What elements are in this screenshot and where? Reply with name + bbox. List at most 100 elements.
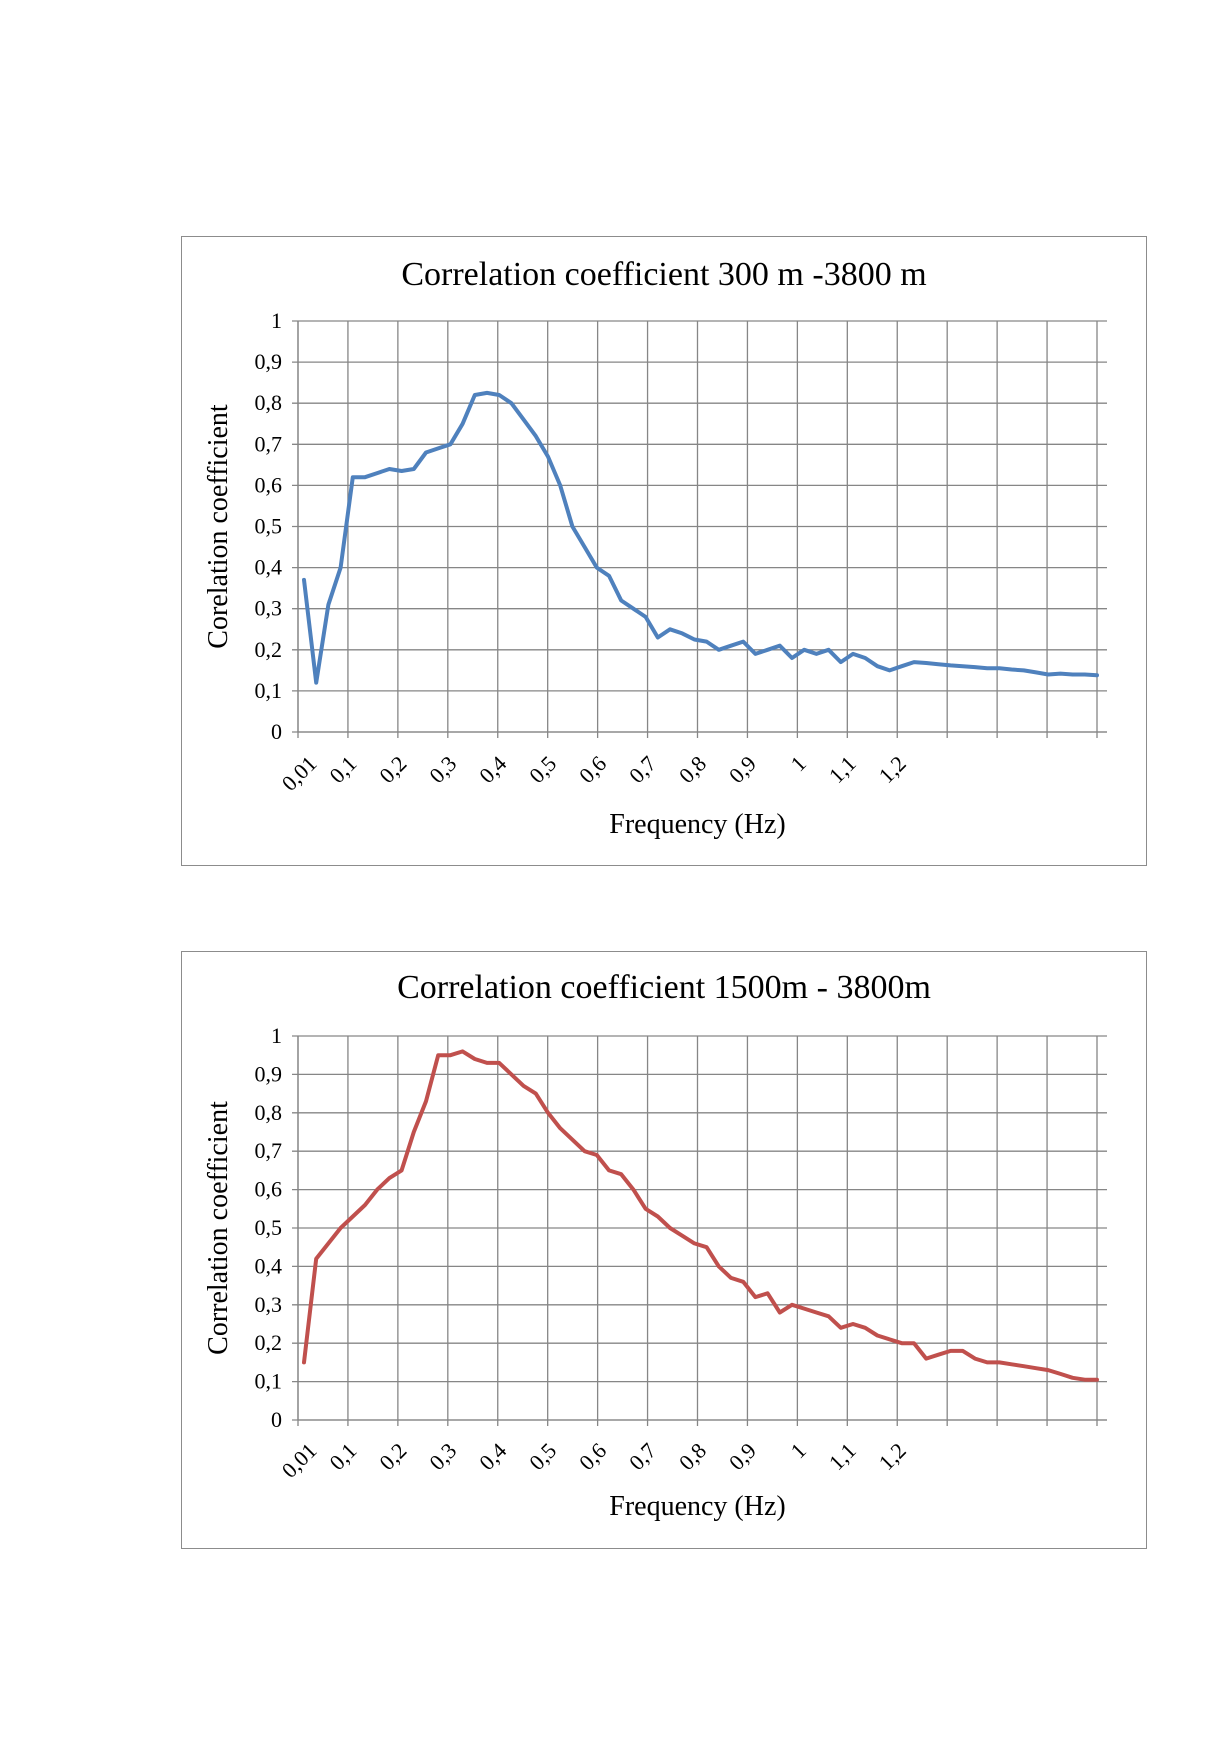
data-point — [864, 1326, 867, 1330]
data-point — [742, 1280, 745, 1283]
chart-1-plot: Correlation coefficient 300 m -3800 m 0 0,… — [203, 256, 1107, 840]
data-point — [973, 665, 977, 669]
data-point — [729, 644, 733, 647]
y-tick-label: 0,7 — [255, 1138, 283, 1163]
data-point — [1083, 1378, 1086, 1381]
data-point — [424, 1100, 428, 1103]
data-point — [559, 484, 562, 487]
data-point — [437, 447, 440, 450]
data-point — [888, 669, 891, 672]
x-tick-label: 0,8 — [674, 751, 711, 788]
x-tick-label: 0,9 — [724, 1438, 761, 1475]
data-point — [888, 1338, 891, 1341]
data-point — [485, 391, 489, 395]
data-point — [315, 1257, 318, 1260]
data-point — [705, 1246, 708, 1249]
data-point — [742, 640, 745, 643]
y-tick-label: 0 — [271, 1407, 282, 1432]
data-point — [534, 1092, 537, 1095]
data-point — [1022, 1365, 1025, 1368]
data-point — [546, 1111, 550, 1114]
y-tick-label: 0,1 — [255, 678, 283, 703]
data-point — [851, 1322, 855, 1326]
x-tick-label: 1,2 — [874, 1438, 911, 1475]
y-tick-label: 0,6 — [255, 472, 283, 497]
data-point — [510, 402, 513, 405]
data-point — [790, 656, 794, 660]
data-point — [998, 1361, 1001, 1364]
y-tick-label: 0,2 — [255, 637, 283, 662]
data-point — [925, 661, 928, 665]
data-point — [949, 1349, 952, 1353]
data-point — [1083, 673, 1086, 676]
x-tick-label: 0,4 — [474, 1438, 511, 1475]
data-point — [424, 451, 428, 454]
data-point — [351, 1215, 354, 1218]
data-point — [412, 467, 415, 471]
data-point — [1010, 668, 1013, 671]
x-tick-label: 0,3 — [424, 751, 461, 788]
data-point — [876, 1334, 879, 1337]
y-tick-label: 1 — [271, 1023, 282, 1048]
x-tick-label: 0,6 — [574, 751, 611, 788]
data-point — [949, 664, 952, 667]
data-point — [1059, 1372, 1062, 1376]
data-point — [583, 1150, 586, 1153]
data-point — [754, 1295, 757, 1299]
data-point — [693, 1242, 696, 1245]
y-tick-label: 0,7 — [255, 431, 283, 456]
x-tick-label: 0,5 — [524, 751, 561, 788]
x-tick-label: 0,9 — [724, 751, 761, 788]
data-point — [876, 665, 879, 668]
data-point — [912, 660, 916, 664]
data-point — [766, 1292, 769, 1295]
data-point — [1095, 674, 1099, 677]
data-point — [473, 393, 476, 397]
x-tick-label: 1 — [785, 1438, 810, 1463]
data-point — [607, 574, 611, 578]
data-point — [351, 475, 354, 479]
x-axis-title: Frequency (Hz) — [609, 809, 785, 840]
y-tick-label: 0,6 — [255, 1177, 283, 1202]
data-point — [973, 1357, 977, 1360]
data-point — [620, 599, 623, 602]
x-tick-label: 0,1 — [324, 1438, 361, 1475]
data-point — [925, 1357, 928, 1360]
x-tick-label: 0,7 — [624, 751, 661, 788]
data-point — [522, 1084, 525, 1088]
data-point — [778, 1311, 781, 1314]
data-point — [571, 525, 574, 528]
data-point — [522, 418, 525, 421]
y-tick-label: 0,3 — [255, 596, 283, 621]
data-point — [1047, 1368, 1050, 1372]
data-point — [937, 662, 940, 666]
y-tick-label: 0,5 — [255, 1215, 283, 1240]
data-point — [1034, 1366, 1038, 1370]
data-point — [693, 638, 696, 641]
data-point — [595, 566, 598, 569]
series-line — [302, 1049, 1099, 1382]
data-point — [363, 1203, 367, 1207]
chart-2-plot: Correlation coefficient 1500m - 3800m 0 0,… — [203, 969, 1107, 1522]
data-point — [912, 1342, 916, 1345]
data-point — [681, 632, 684, 635]
data-point — [803, 1307, 806, 1310]
data-point — [473, 1057, 476, 1061]
data-point — [986, 667, 989, 670]
data-point — [1071, 673, 1074, 676]
data-point — [1047, 673, 1050, 676]
data-point — [766, 648, 769, 651]
x-tick-label: 1,2 — [874, 751, 911, 788]
data-point — [827, 1315, 830, 1318]
y-tick-label: 0,4 — [255, 555, 283, 580]
data-point — [339, 1226, 342, 1230]
x-tick-label: 0,01 — [277, 1438, 322, 1483]
chart-title: Correlation coefficient 1500m - 3800m — [397, 969, 931, 1006]
data-point — [632, 1188, 635, 1191]
data-point — [510, 1073, 513, 1076]
data-point — [900, 665, 903, 668]
data-point — [327, 603, 330, 606]
x-tick-label: 1,1 — [824, 1438, 861, 1475]
data-point — [437, 1054, 440, 1057]
data-point — [1010, 1363, 1013, 1366]
